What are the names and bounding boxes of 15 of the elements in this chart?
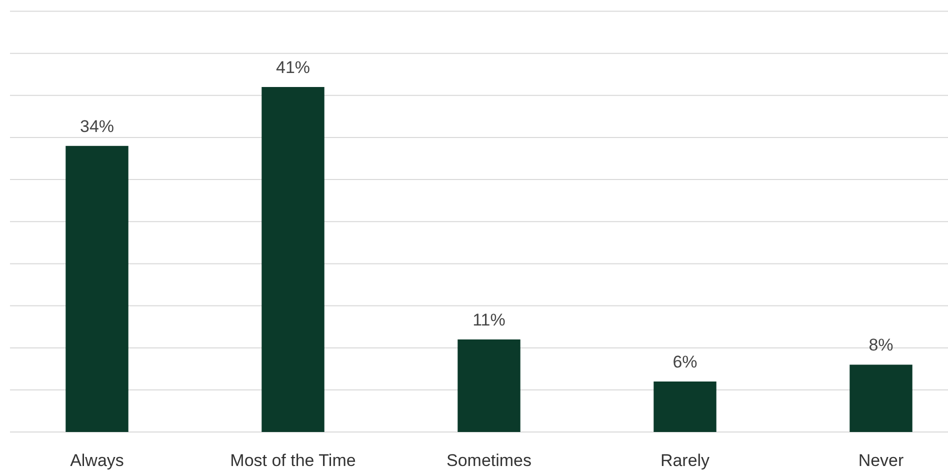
bar <box>458 339 520 432</box>
data-label: 6% <box>672 352 698 372</box>
x-tick-label: Rarely <box>660 451 710 470</box>
data-label: 41% <box>276 58 310 77</box>
data-label: 11% <box>472 310 506 330</box>
bar <box>654 382 716 432</box>
bar <box>66 146 128 432</box>
x-tick-label: Sometimes <box>446 451 532 470</box>
bar <box>850 364 912 432</box>
x-tick-label: Most of the Time <box>230 451 356 470</box>
bar <box>262 87 324 432</box>
x-tick-label: Always <box>70 451 124 470</box>
data-label: 8% <box>868 336 894 355</box>
data-label: 34% <box>80 116 114 136</box>
x-tick-label: Never <box>858 451 904 470</box>
